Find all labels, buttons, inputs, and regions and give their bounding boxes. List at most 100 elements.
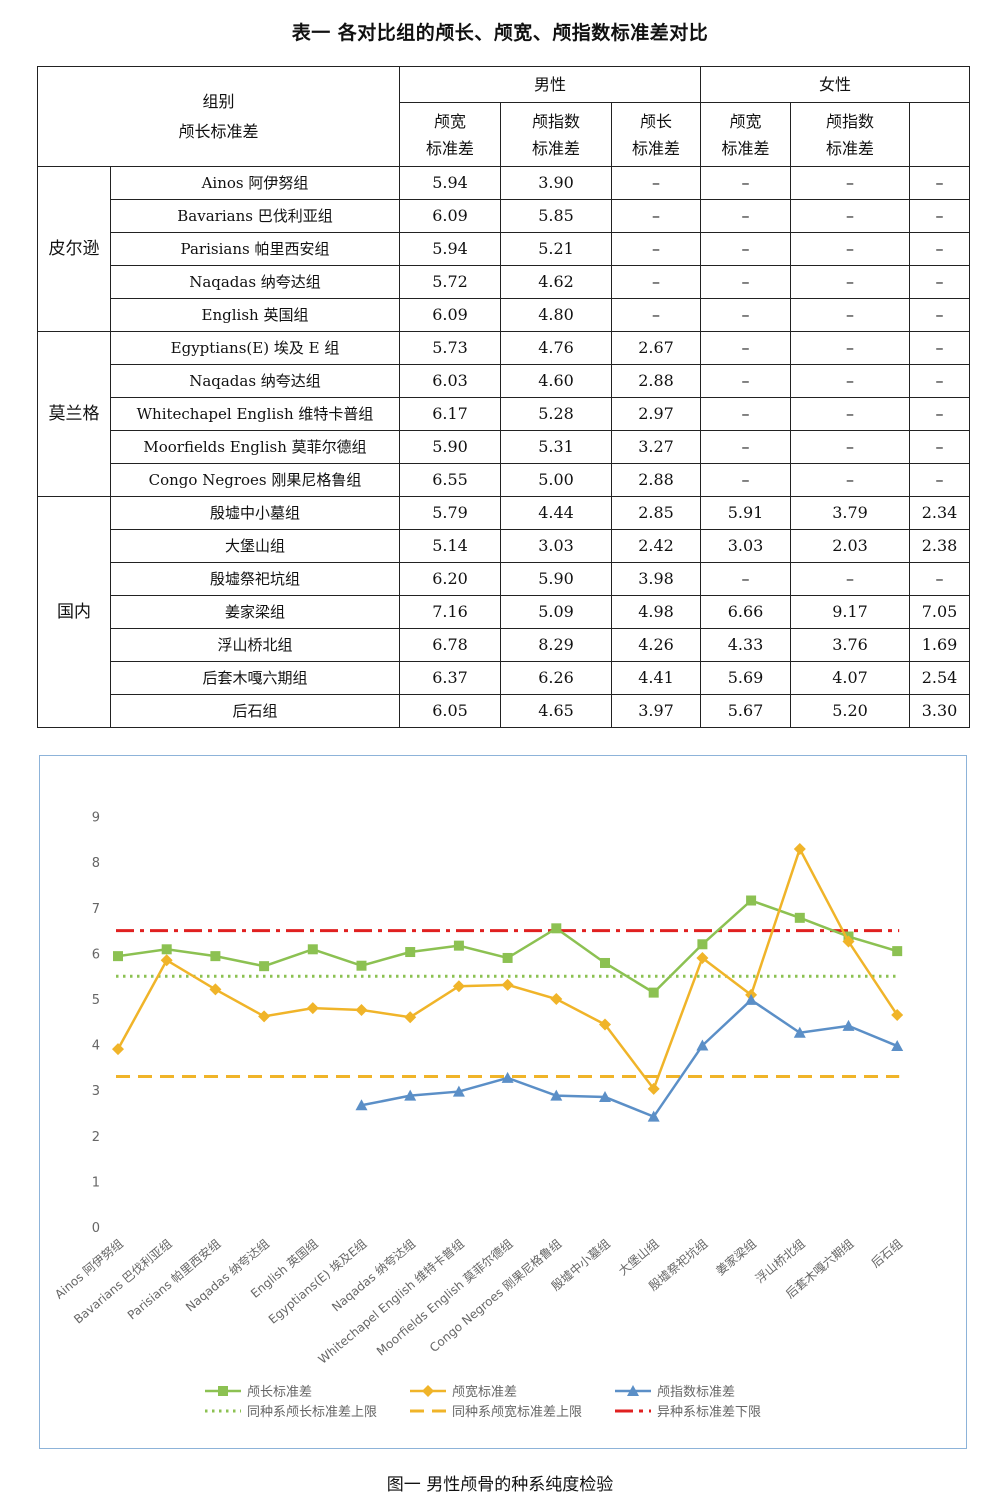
table-row: 莫兰格 Egyptians(E) 埃及 E 组 5.73 4.76 2.67– – – — [37, 331, 970, 497]
data-point — [355, 1099, 368, 1111]
x-tick-label: Naqadas 纳夸达组 — [183, 1237, 272, 1315]
data-point — [647, 1082, 660, 1095]
data-point — [697, 939, 708, 950]
group-name-cell: 姜家梁组 — [110, 595, 400, 629]
data-point — [793, 842, 806, 855]
data-point — [452, 980, 465, 993]
group-name-cell: Moorfields English 莫菲尔德组 — [110, 430, 400, 464]
col-header — [909, 102, 970, 167]
y-tick-label: 0 — [92, 1221, 100, 1236]
group-name-cell: Naqadas 纳夸达组 — [110, 265, 400, 299]
data-point — [502, 952, 513, 963]
value-cell: 6.09 — [399, 298, 501, 332]
col-header-line: 颅长 — [639, 111, 672, 131]
value-cell: – — [909, 331, 970, 365]
value-cell: 6.55 — [399, 463, 501, 497]
group-name-cell: 殷墟祭祀坑组 — [110, 562, 400, 596]
value-cell: – — [700, 430, 791, 464]
y-tick-label: 9 — [92, 811, 100, 826]
value-cell: – — [790, 298, 910, 332]
data-point — [258, 1010, 271, 1023]
table-row: 殷墟祭祀坑组 6.20 5.90 3.98– – – — [38, 562, 970, 596]
value-cell: 4.76 — [500, 331, 612, 365]
group-name-cell: English 英国组 — [110, 298, 400, 332]
female-header: 女性 — [700, 66, 970, 103]
value-cell: 2.88 — [611, 364, 701, 398]
col-header-line: 颅宽 — [729, 111, 762, 131]
value-cell: – — [909, 364, 970, 398]
col-header-line: 颅宽 — [433, 111, 466, 131]
value-cell: – — [700, 562, 791, 596]
data-point — [113, 951, 123, 962]
value-cell: 5.09 — [500, 595, 612, 629]
value-cell: 2.38 — [909, 529, 970, 563]
group-name-cell: Ainos 阿伊努组 — [110, 166, 400, 200]
table-row: Naqadas 纳夸达组 5.72 4.62– – – – — [38, 265, 970, 299]
value-cell: 5.31 — [500, 430, 612, 464]
value-cell: 2.54 — [909, 661, 970, 695]
group-name-cell: 后套木嘎六期组 — [110, 661, 400, 695]
category-cell: 国内 — [37, 496, 111, 728]
category-cell: 莫兰格 — [37, 331, 111, 497]
x-tick-label: Naqadas 纳夸达组 — [329, 1237, 418, 1315]
value-cell: 3.97 — [611, 694, 701, 728]
value-cell: 3.98 — [611, 562, 701, 596]
data-point — [696, 951, 709, 964]
x-tick-label: Parisians 帕里西安组 — [124, 1236, 223, 1323]
value-cell: 6.05 — [399, 694, 501, 728]
value-cell: 5.72 — [399, 265, 501, 299]
data-point — [307, 944, 318, 955]
group-name-cell: Congo Negroes 刚果尼格鲁组 — [110, 463, 400, 497]
value-cell: 5.00 — [500, 463, 612, 497]
value-cell: 3.76 — [790, 628, 910, 662]
value-cell: – — [700, 331, 791, 365]
value-cell: – — [909, 430, 970, 464]
data-point — [161, 944, 172, 955]
table-row: 浮山桥北组 6.78 8.29 4.26 4.33 3.76 1.69 — [38, 628, 970, 662]
category-cell: 皮尔逊 — [37, 166, 111, 332]
data-point — [550, 993, 563, 1005]
table-row: 后石组 6.05 4.65 3.97 5.67 5.20 3.30 — [38, 694, 970, 728]
group-header: 组别 颅长标准差 — [37, 66, 400, 167]
value-cell: 4.07 — [790, 661, 910, 695]
value-cell: 2.85 — [611, 496, 701, 530]
value-cell: 7.16 — [399, 595, 501, 629]
series-line — [361, 998, 898, 1119]
table-row: 姜家梁组 7.16 5.09 4.98 6.66 9.17 7.05 — [38, 595, 970, 629]
value-cell: 6.09 — [399, 199, 501, 233]
data-point — [892, 946, 903, 957]
value-cell: 5.67 — [700, 694, 791, 728]
group-name-cell: Egyptians(E) 埃及 E 组 — [110, 331, 400, 365]
x-tick-label: 姜家梁组 — [713, 1236, 759, 1278]
value-cell: – — [611, 232, 701, 266]
col-header: 颅宽 标准差 — [700, 102, 791, 167]
value-cell: – — [790, 430, 910, 464]
value-cell: 1.69 — [909, 628, 970, 662]
data-point — [793, 1026, 806, 1038]
col-header-line: 颅指数 — [531, 111, 580, 131]
value-cell: 5.79 — [399, 496, 501, 530]
value-cell: 4.65 — [500, 694, 612, 728]
table-row: Moorfields English 莫菲尔德组 5.90 5.31 3.27– – – — [38, 430, 970, 464]
data-point — [501, 978, 514, 991]
value-cell: 5.94 — [399, 166, 501, 200]
legend-label: 颅长标准差 — [247, 1385, 312, 1400]
legend-marker — [422, 1385, 434, 1397]
value-cell: 4.33 — [700, 628, 791, 662]
value-cell: – — [909, 463, 970, 497]
data-point — [842, 1019, 855, 1031]
value-cell: – — [790, 463, 910, 497]
group-name-cell: 后石组 — [110, 694, 400, 728]
std-dev-table: 组别 颅长标准差 男性 女性 颅宽 标准差 颅指数 标准差 颅长 标准差 颅宽 标准差 … — [37, 66, 970, 728]
value-cell: 4.62 — [500, 265, 612, 299]
table-row: 后套木嘎六期组 6.37 6.26 4.41 5.69 4.07 2.54 — [38, 661, 970, 695]
col-header: 颅指数 标准差 — [500, 102, 612, 167]
value-cell: 6.03 — [399, 364, 501, 398]
value-cell: 6.17 — [399, 397, 501, 431]
data-point — [647, 1110, 660, 1122]
value-cell: – — [790, 265, 910, 299]
legend-label: 同种系颅长标准差上限 — [247, 1405, 377, 1420]
y-tick-label: 3 — [92, 1084, 100, 1099]
table-row: 大堡山组 5.14 3.03 2.42 3.03 2.03 2.38 — [38, 529, 970, 563]
